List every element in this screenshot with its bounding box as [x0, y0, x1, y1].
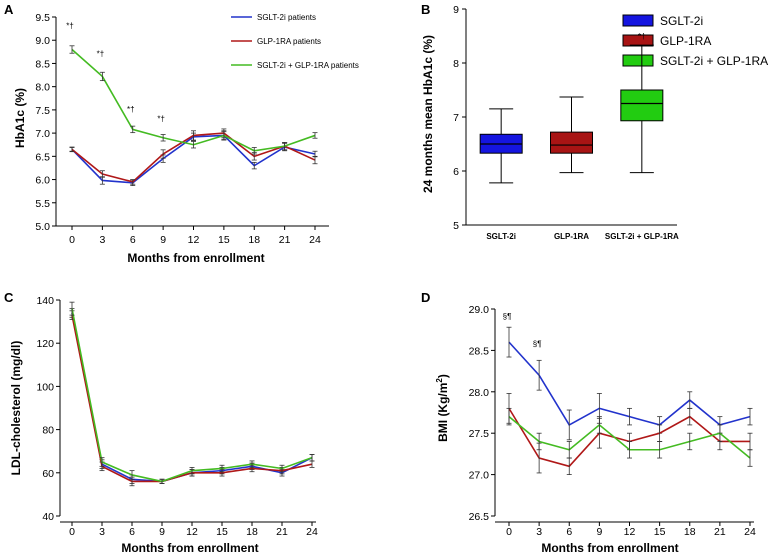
- panel-a-x-tick-label: 12: [188, 234, 200, 246]
- panel-b-label: B: [421, 2, 430, 17]
- panel-a-y-tick-label: 8.5: [35, 58, 50, 70]
- panel-c-x-axis-title: Months from enrollment: [121, 541, 258, 555]
- panel-c-x-tick-label: 21: [276, 526, 288, 538]
- panel-d-label: D: [421, 290, 430, 305]
- panel-d-x-tick-label: 3: [536, 526, 542, 538]
- panel-b-legend-label: GLP-1RA: [660, 34, 711, 48]
- panel-c: C Months from enrollment LDL-cholesterol…: [4, 290, 318, 555]
- panel-d-y-axis-title-main: BMI (Kg/m: [436, 383, 450, 442]
- panel-d-y-tick-label: 29.0: [469, 304, 490, 316]
- panel-b-y-tick-label: 5: [453, 220, 459, 232]
- panel-a-x-tick-label: 6: [130, 234, 136, 246]
- panel-c-series-3-line: [71, 308, 313, 483]
- panel-d-significance-annotation: §¶: [503, 312, 512, 321]
- panel-b-x-tick-label: SGLT-2i + GLP-1RA: [605, 232, 679, 241]
- panel-c-label: C: [4, 290, 14, 305]
- panel-c-x-tick-label: 3: [99, 526, 105, 538]
- panel-a-y-tick-label: 9.5: [35, 12, 50, 24]
- panel-c-series-2-line: [71, 314, 313, 483]
- panel-a-y-tick-label: 7.5: [35, 105, 50, 117]
- panel-c-y-tick-label: 60: [42, 468, 54, 480]
- panel-c-y-tick-label: 80: [42, 425, 54, 437]
- panel-d-x-tick-label: 9: [596, 526, 602, 538]
- panel-a-x-axis-title: Months from enrollment: [127, 251, 264, 265]
- panel-a-y-tick-label: 6.5: [35, 151, 50, 163]
- panel-d: D Months from enrollment BMI (Kg/m2) 26.…: [421, 290, 756, 555]
- panel-c-y-axis-title: LDL-cholesterol (mg/dl): [9, 341, 23, 476]
- panel-d-x-tick-label: 18: [684, 526, 696, 538]
- panel-a-x-tick-label: 18: [248, 234, 260, 246]
- panel-b-legend: SGLT-2i GLP-1RA SGLT-2i + GLP-1RA: [622, 14, 768, 68]
- panel-a-x-tick-label: 21: [279, 234, 291, 246]
- panel-d-y-tick-label: 27.5: [469, 428, 490, 440]
- panel-d-x-tick-label: 15: [654, 526, 666, 538]
- panel-a-significance-annotation: *†: [97, 49, 105, 58]
- panel-b-y-tick-label: 7: [453, 112, 459, 124]
- panel-b-significance-annotation: *†: [638, 32, 646, 41]
- panel-a-legend-label: SGLT-2i patients: [257, 13, 316, 22]
- panel-a-x-tick-label: 15: [218, 234, 230, 246]
- panel-a-significance-annotation: *†: [66, 22, 74, 31]
- panel-c-x-tick-label: 6: [129, 526, 135, 538]
- panel-c-x-tick-label: 0: [69, 526, 75, 538]
- panel-c-x-tick-label: 15: [216, 526, 228, 538]
- panel-d-x-tick-label: 24: [744, 526, 756, 538]
- panel-a-x-tick-label: 3: [99, 234, 105, 246]
- panel-d-y-tick-label: 28.0: [469, 387, 490, 399]
- panel-d-x-tick-label: 6: [566, 526, 572, 538]
- panel-c-y-tick-label: 120: [36, 338, 54, 350]
- panel-b-legend-label: SGLT-2i: [660, 14, 703, 28]
- panel-b-box-2-iqr: [550, 131, 593, 154]
- panel-a-y-tick-label: 5.5: [35, 198, 50, 210]
- panel-a-significance-annotation: *†: [157, 115, 165, 124]
- panel-a-significance-annotation: *†: [127, 105, 135, 114]
- panel-c-x-tick-label: 12: [186, 526, 198, 538]
- panel-d-y-axis-title-sup: 2: [435, 378, 444, 383]
- panel-d-x-tick-label: 0: [506, 526, 512, 538]
- panel-b-legend-swatch: [622, 14, 654, 27]
- panel-b-legend-swatch: [622, 54, 654, 67]
- panel-d-x-tick-label: 21: [714, 526, 726, 538]
- panel-b-legend-label: SGLT-2i + GLP-1RA: [660, 54, 768, 68]
- panel-a: A Months from enrollment HbA1c (%) SGLT-…: [4, 2, 359, 265]
- panel-b: B 24 months mean HbA1c (%) SGLT-2i GLP-1R…: [421, 2, 768, 241]
- panel-c-y-tick-label: 100: [36, 381, 54, 393]
- panel-b-y-axis-title: 24 months mean HbA1c (%): [421, 35, 435, 193]
- panel-d-x-axis-title: Months from enrollment: [541, 541, 678, 555]
- panel-d-y-tick-label: 27.0: [469, 470, 490, 482]
- panel-a-y-tick-label: 5.0: [35, 221, 50, 233]
- panel-d-y-tick-label: 26.5: [469, 511, 490, 523]
- panel-a-y-tick-label: 6.0: [35, 175, 50, 187]
- panel-d-significance-annotation: §¶: [533, 339, 542, 348]
- panel-d-y-tick-label: 28.5: [469, 345, 490, 357]
- panel-d-y-axis-title-end: ): [436, 374, 450, 378]
- panel-a-y-tick-label: 9.0: [35, 35, 50, 47]
- panel-a-x-tick-label: 24: [309, 234, 321, 246]
- panel-a-legend: SGLT-2i patients GLP-1RA patients SGLT-2i …: [231, 13, 359, 70]
- panel-b-box-3-iqr: [620, 89, 664, 122]
- panel-b-y-tick-label: 9: [453, 4, 459, 16]
- panel-a-y-axis-title: HbA1c (%): [13, 88, 27, 148]
- panel-b-y-tick-label: 8: [453, 58, 459, 70]
- panel-a-x-tick-label: 9: [160, 234, 166, 246]
- panel-c-y-tick-label: 140: [36, 295, 54, 307]
- panel-b-y-tick-label: 6: [453, 166, 459, 178]
- panel-c-x-tick-label: 18: [246, 526, 258, 538]
- panel-a-legend-label: SGLT-2i + GLP-1RA patients: [257, 61, 359, 70]
- panel-a-legend-label: GLP-1RA patients: [257, 37, 321, 46]
- panel-b-x-tick-label: GLP-1RA: [554, 232, 589, 241]
- panel-c-series-1-line: [71, 312, 313, 483]
- panel-a-y-tick-label: 7.0: [35, 128, 50, 140]
- panel-c-x-tick-label: 9: [159, 526, 165, 538]
- panel-a-x-tick-label: 0: [69, 234, 75, 246]
- panel-b-legend-swatch: [622, 34, 654, 47]
- panel-a-label: A: [4, 2, 14, 17]
- panel-b-x-tick-label: SGLT-2i: [486, 232, 516, 241]
- panel-c-x-tick-label: 24: [306, 526, 318, 538]
- panel-d-x-tick-label: 12: [624, 526, 636, 538]
- panel-c-y-tick-label: 40: [42, 511, 54, 523]
- panel-d-y-axis-title: BMI (Kg/m2): [435, 374, 450, 442]
- panel-a-y-tick-label: 8.0: [35, 82, 50, 94]
